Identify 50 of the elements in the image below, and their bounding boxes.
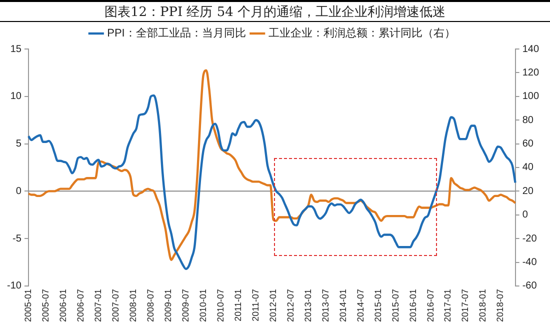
y2-tick-label: -60 bbox=[522, 280, 538, 292]
x-tick-label: 2005-01 bbox=[22, 288, 33, 322]
y-tick-label: 10 bbox=[10, 91, 22, 102]
line-series bbox=[27, 69, 516, 262]
legend-label: PPI：全部工业品：当月同比 bbox=[107, 26, 246, 40]
y2-tick-label: -20 bbox=[522, 233, 538, 244]
x-tick-label: 2007-07 bbox=[110, 288, 120, 322]
x-tick-label: 2013-07 bbox=[320, 288, 330, 322]
y2-tick-label: -40 bbox=[522, 257, 538, 268]
x-tick-label: 2008-01 bbox=[128, 288, 138, 322]
x-tick-label: 2017-01 bbox=[442, 288, 453, 322]
x-tick-label: 2010-01 bbox=[198, 288, 208, 322]
y-tick-label: 15 bbox=[10, 44, 22, 55]
x-tick-label: 2011-07 bbox=[250, 288, 260, 322]
chart-title: 图表12：PPI 经历 54 个月的通缩，工业企业利润增速低迷 bbox=[0, 0, 550, 22]
x-tick-label: 2014-07 bbox=[355, 288, 366, 322]
line-series bbox=[27, 94, 516, 270]
x-tick-label: 2015-07 bbox=[390, 288, 400, 322]
x-tick-label: 2016-01 bbox=[408, 288, 418, 322]
x-tick-label: 2018-07 bbox=[495, 288, 506, 322]
y-tick-label: 5 bbox=[16, 138, 22, 150]
x-tick-label: 2006-07 bbox=[75, 288, 86, 322]
y2-tick-label: 0 bbox=[522, 210, 528, 221]
x-tick-label: 2015-01 bbox=[372, 288, 383, 322]
x-tick-label: 2009-01 bbox=[162, 288, 173, 322]
x-tick-label: 2007-01 bbox=[92, 288, 103, 322]
y2-tick-label: 120 bbox=[522, 67, 540, 78]
y2-tick-label: 140 bbox=[522, 44, 540, 55]
y2-tick-label: 100 bbox=[522, 91, 540, 102]
y-tick-label: 0 bbox=[16, 186, 22, 197]
legend-label: 工业企业：利润总额：累计同比（右） bbox=[268, 26, 456, 40]
x-tick-label: 2005-07 bbox=[40, 288, 50, 322]
x-tick-label: 2017-07 bbox=[460, 288, 470, 322]
x-tick-label: 2016-07 bbox=[425, 288, 436, 322]
x-tick-label: 2014-01 bbox=[338, 288, 348, 322]
x-tick-label: 2013-01 bbox=[302, 288, 313, 322]
x-tick-label: 2011-01 bbox=[232, 288, 243, 322]
y2-tick-label: 80 bbox=[522, 114, 534, 126]
x-tick-label: 2012-01 bbox=[268, 288, 278, 322]
y-tick-label: -5 bbox=[12, 233, 22, 244]
y-tick-label: -10 bbox=[7, 280, 22, 292]
y2-tick-label: 40 bbox=[522, 162, 534, 174]
x-tick-label: 2012-07 bbox=[285, 288, 296, 322]
y2-tick-label: 60 bbox=[522, 138, 534, 150]
x-tick-label: 2009-07 bbox=[180, 288, 190, 322]
x-tick-label: 2008-07 bbox=[145, 288, 156, 322]
y2-tick-label: 20 bbox=[522, 186, 534, 197]
x-tick-label: 2018-01 bbox=[478, 288, 488, 322]
x-tick-label: 2006-01 bbox=[58, 288, 68, 322]
x-tick-label: 2010-07 bbox=[215, 288, 226, 322]
